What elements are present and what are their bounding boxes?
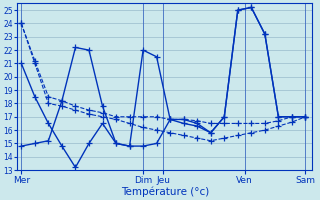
X-axis label: Température (°c): Température (°c) xyxy=(121,186,209,197)
